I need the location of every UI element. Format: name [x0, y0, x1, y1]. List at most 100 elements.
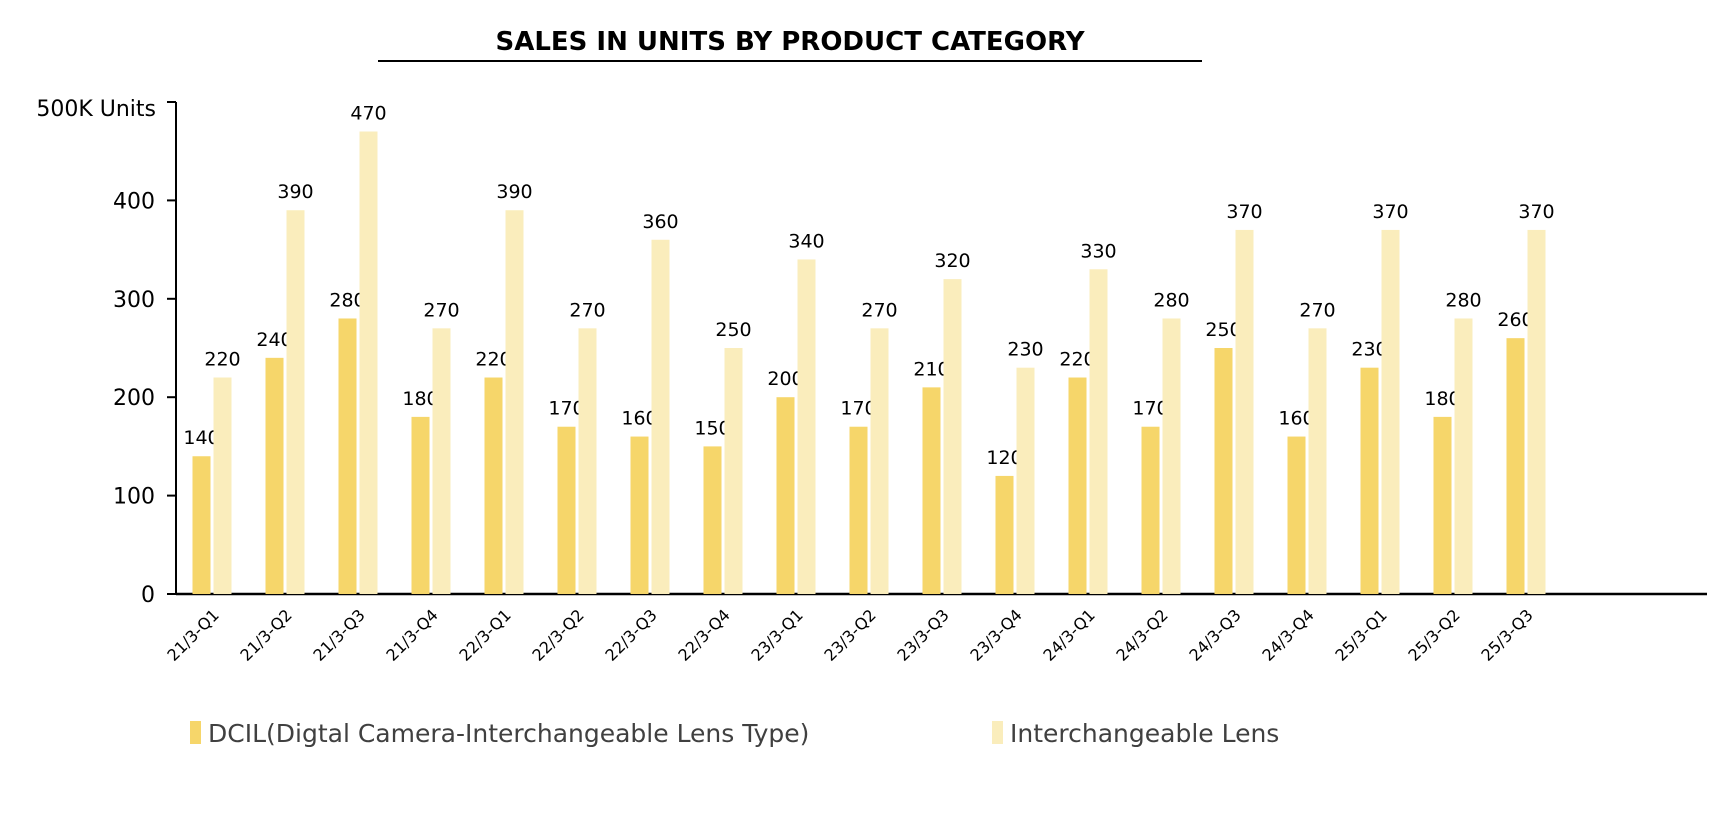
legend-swatch	[992, 721, 1003, 744]
bar-lens	[1381, 229, 1400, 595]
data-label: 220	[1059, 349, 1095, 371]
x-tick-label: 22/3-Q1	[455, 605, 514, 664]
data-label: 250	[715, 319, 751, 341]
x-tick-label: 22/3-Q4	[674, 605, 733, 664]
y-axis-label: 500K Units	[36, 97, 156, 122]
bar-dcil	[1214, 348, 1233, 594]
x-tick-label: 21/3-Q3	[309, 605, 368, 664]
bar-lens	[1235, 229, 1254, 595]
data-label: 390	[496, 181, 532, 203]
data-label: 270	[1299, 299, 1335, 321]
bar-lens	[505, 210, 524, 595]
bar-dcil	[411, 416, 430, 594]
data-label: 170	[548, 398, 584, 420]
data-label: 360	[642, 211, 678, 233]
y-tick-label: 200	[113, 386, 155, 411]
bar-dcil	[922, 387, 941, 594]
bar-lens	[870, 328, 889, 594]
legend-label: Interchangeable Lens	[1010, 719, 1279, 748]
bar-lens	[1454, 318, 1473, 594]
data-label: 250	[1205, 319, 1241, 341]
x-tick-label: 22/3-Q2	[528, 605, 587, 664]
data-label: 370	[1226, 201, 1262, 223]
data-label: 390	[277, 181, 313, 203]
data-label: 370	[1372, 201, 1408, 223]
data-label: 240	[256, 329, 292, 351]
data-label: 330	[1080, 240, 1116, 262]
y-tick-label: 400	[113, 189, 155, 214]
data-label: 150	[694, 417, 730, 439]
bar-dcil	[703, 446, 722, 594]
data-label: 220	[204, 349, 240, 371]
bar-dcil	[192, 456, 211, 594]
bar-lens	[797, 259, 816, 594]
bar-lens	[1016, 367, 1035, 594]
x-tick-label: 25/3-Q2	[1404, 605, 1463, 664]
x-tick-label: 23/3-Q3	[893, 605, 952, 664]
bar-lens	[359, 131, 378, 594]
data-label: 280	[329, 289, 365, 311]
bar-lens	[213, 377, 232, 594]
x-tick-label: 21/3-Q4	[382, 605, 441, 664]
x-tick-label: 25/3-Q3	[1477, 605, 1536, 664]
data-label: 220	[475, 349, 511, 371]
bar-dcil	[630, 436, 649, 594]
bar-lens	[578, 328, 597, 594]
data-label: 260	[1497, 309, 1533, 331]
data-label: 180	[402, 388, 438, 410]
bar-lens	[1162, 318, 1181, 594]
data-label: 160	[1278, 408, 1314, 430]
x-tick-label: 25/3-Q1	[1331, 605, 1390, 664]
x-tick-label: 21/3-Q1	[163, 605, 222, 664]
data-label: 320	[934, 250, 970, 272]
x-tick-label: 24/3-Q4	[1258, 605, 1317, 664]
bar-lens	[724, 348, 743, 594]
bar-dcil	[265, 357, 284, 594]
bar-dcil	[1287, 436, 1306, 594]
data-label: 160	[621, 408, 657, 430]
data-label: 180	[1424, 388, 1460, 410]
legend-label: DCIL(Digtal Camera-Interchangeable Lens …	[208, 719, 809, 748]
data-label: 230	[1351, 339, 1387, 361]
x-tick-label: 23/3-Q1	[747, 605, 806, 664]
data-label: 270	[861, 299, 897, 321]
bar-dcil	[484, 377, 503, 594]
x-tick-label: 22/3-Q3	[601, 605, 660, 664]
bar-dcil	[1360, 367, 1379, 594]
data-label: 270	[569, 299, 605, 321]
y-tick-label: 300	[113, 288, 155, 313]
chart-title: SALES IN UNITS BY PRODUCT CATEGORY	[495, 27, 1085, 57]
x-tick-label: 24/3-Q2	[1112, 605, 1171, 664]
bar-dcil	[557, 426, 576, 594]
data-label: 120	[986, 447, 1022, 469]
data-label: 230	[1007, 339, 1043, 361]
bar-dcil	[338, 318, 357, 594]
bar-dcil	[1433, 416, 1452, 594]
data-label: 170	[840, 398, 876, 420]
bar-dcil	[1141, 426, 1160, 594]
bar-dcil	[1506, 338, 1525, 594]
y-tick-label: 0	[141, 583, 155, 608]
data-label: 140	[183, 427, 219, 449]
bar-lens	[286, 210, 305, 595]
legend-swatch	[190, 721, 201, 744]
x-tick-label: 23/3-Q2	[820, 605, 879, 664]
data-label: 270	[423, 299, 459, 321]
data-label: 280	[1153, 289, 1189, 311]
bar-lens	[1527, 229, 1546, 595]
data-label: 280	[1445, 289, 1481, 311]
bar-lens	[1089, 269, 1108, 594]
bar-dcil	[1068, 377, 1087, 594]
bar-lens	[943, 279, 962, 594]
bar-lens	[651, 239, 670, 594]
data-label: 340	[788, 230, 824, 252]
bar-dcil	[995, 475, 1014, 594]
data-label: 170	[1132, 398, 1168, 420]
bar-lens	[1308, 328, 1327, 594]
data-label: 200	[767, 368, 803, 390]
data-label: 210	[913, 358, 949, 380]
y-tick-label: 100	[113, 485, 155, 510]
x-tick-label: 24/3-Q1	[1039, 605, 1098, 664]
bar-dcil	[776, 397, 795, 594]
x-tick-label: 21/3-Q2	[236, 605, 295, 664]
